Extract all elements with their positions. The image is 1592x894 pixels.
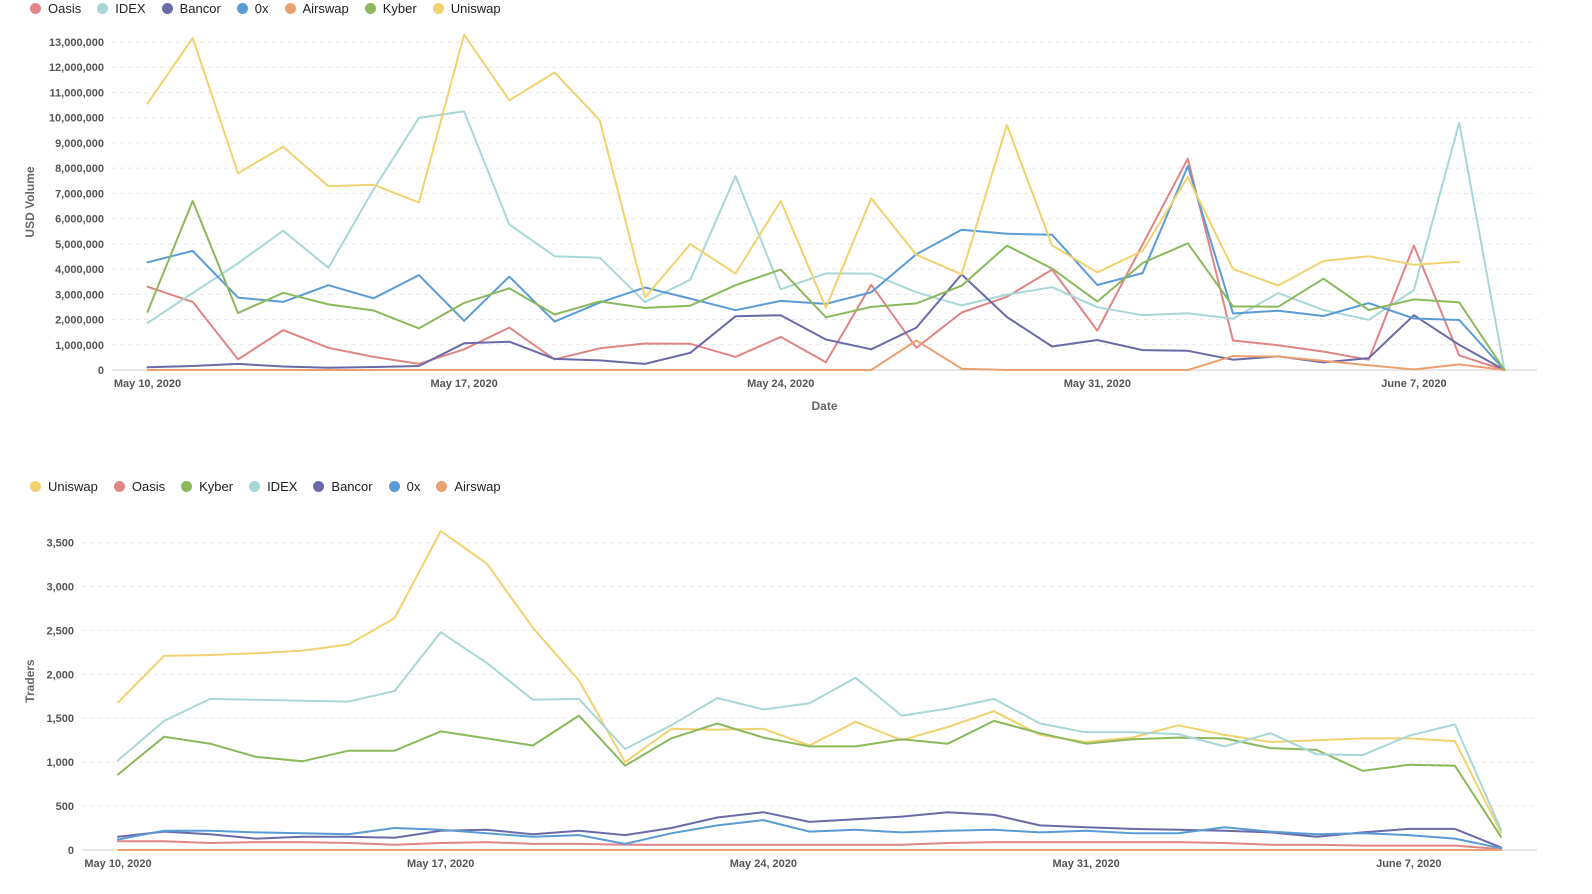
y-tick-label: 500 (56, 801, 74, 813)
legend-label: Bancor (331, 479, 373, 494)
legend-item-idex[interactable]: IDEX (249, 479, 297, 494)
traders-chart: 0 500 1,000 1,500 2,000 2,500 3,000 3,500 May 10… (23, 530, 1537, 870)
legend-label: IDEX (115, 1, 146, 16)
legend-swatch (313, 481, 325, 492)
legend-swatch (97, 3, 109, 14)
x-tick-label: June 7, 2020 (1376, 858, 1441, 870)
series-line-uniswap[interactable] (146, 33, 1461, 309)
x-tick-label: May 10, 2020 (84, 858, 151, 870)
legend-item-kyber[interactable]: Kyber (181, 479, 233, 494)
legend-item-oasis[interactable]: Oasis (113, 479, 166, 494)
legend-item-0x[interactable]: 0x (388, 479, 421, 494)
legend-label: Oasis (131, 479, 166, 494)
legend-swatch (181, 481, 193, 492)
legend-swatch (284, 3, 296, 14)
y-tick-label: 1,000 (46, 757, 74, 769)
legend-swatch (436, 481, 448, 492)
legend-swatch (113, 481, 125, 492)
y-tick-label: 6,000,000 (55, 214, 104, 226)
legend-item-oasis[interactable]: Oasis (30, 1, 81, 16)
series-line-idex[interactable] (117, 631, 1502, 831)
y-tick-label: 2,000 (46, 669, 74, 681)
legend-label: IDEX (267, 479, 298, 494)
series-line-0x[interactable] (146, 165, 1506, 371)
y-tick-label: 2,500 (46, 625, 74, 637)
legend-item-0x[interactable]: 0x (236, 1, 269, 16)
legend-swatch (432, 3, 444, 14)
legend-item-bancor[interactable]: Bancor (161, 1, 221, 16)
legend-item-uniswap[interactable]: Uniswap (432, 1, 501, 16)
x-tick-label: May 17, 2020 (430, 378, 497, 390)
y-axis-title: Traders (23, 659, 37, 703)
x-tick-label: May 17, 2020 (407, 858, 474, 870)
y-tick-label: 13,000,000 (49, 37, 104, 49)
legend-item-idex[interactable]: IDEX (97, 1, 146, 16)
y-tick-label: 7,000,000 (55, 188, 104, 200)
legend-item-kyber[interactable]: Kyber (364, 1, 417, 16)
legend-label: Airswap (302, 1, 349, 16)
legend-label: 0x (406, 479, 421, 494)
y-axis-title: USD Volume (23, 166, 37, 237)
x-tick-label: May 24, 2020 (747, 378, 814, 390)
legend-item-airswap[interactable]: Airswap (284, 1, 349, 16)
y-tick-label: 3,000,000 (55, 289, 104, 301)
legend-label: Uniswap (48, 479, 98, 494)
legend-label: Airswap (454, 479, 501, 494)
y-tick-label: 12,000,000 (49, 62, 104, 74)
x-axis-title: Date (811, 399, 837, 413)
y-tick-label: 5,000,000 (55, 239, 104, 251)
legend-label: Oasis (48, 1, 82, 16)
x-tick-label: May 10, 2020 (114, 378, 181, 390)
y-tick-label: 11,000,000 (50, 87, 104, 99)
x-tick-label: May 31, 2020 (1052, 858, 1119, 870)
legend-swatch (30, 3, 41, 14)
legend-swatch (161, 3, 173, 14)
legend-label: Kyber (382, 1, 417, 16)
x-tick-label: June 7, 2020 (1381, 378, 1446, 390)
legend-label: Bancor (179, 1, 221, 16)
y-tick-label: 3,500 (46, 538, 74, 550)
legend-label: Uniswap (450, 1, 501, 16)
y-tick-label: 0 (98, 365, 104, 377)
traders-chart-panel: Uniswap Oasis Kyber IDEX Bancor 0x Airswap 0 50… (0, 470, 1592, 894)
y-tick-label: 1,500 (46, 713, 74, 725)
y-tick-label: 2,000,000 (55, 315, 104, 327)
x-tick-label: May 24, 2020 (730, 858, 797, 870)
legend-item-bancor[interactable]: Bancor (313, 479, 373, 494)
series-line-uniswap[interactable] (117, 530, 1502, 834)
legend-item-uniswap[interactable]: Uniswap (30, 479, 98, 494)
series-line-idex[interactable] (146, 110, 1506, 371)
traders-legend: Uniswap Oasis Kyber IDEX Bancor 0x Airswap (30, 479, 501, 494)
y-tick-label: 4,000,000 (55, 264, 104, 276)
y-tick-label: 1,000,000 (55, 340, 104, 352)
y-tick-label: 3,000 (46, 581, 74, 593)
y-tick-label: 0 (68, 845, 74, 857)
volume-legend: Oasis IDEX Bancor 0x Airswap Kyber Uniswap (30, 1, 501, 16)
series-line-airswap[interactable] (146, 339, 1506, 371)
y-tick-label: 10,000,000 (49, 113, 104, 125)
series-line-bancor[interactable] (146, 273, 1506, 371)
x-tick-label: May 31, 2020 (1064, 378, 1131, 390)
series-line-kyber[interactable] (146, 200, 1506, 371)
series-line-kyber[interactable] (117, 714, 1502, 838)
legend-label: Kyber (199, 479, 234, 494)
series-line-oasis[interactable] (117, 840, 1502, 851)
legend-item-airswap[interactable]: Airswap (436, 479, 501, 494)
y-tick-label: 9,000,000 (55, 138, 104, 150)
legend-swatch (249, 481, 261, 492)
series-line-0x[interactable] (117, 819, 1502, 850)
legend-swatch (236, 3, 248, 14)
legend-swatch (30, 481, 41, 492)
legend-label: 0x (254, 1, 269, 16)
y-tick-label: 8,000,000 (55, 163, 104, 175)
volume-chart: 0 1,000,000 2,000,000 3,000,000 4,000,000 5,0… (23, 33, 1537, 413)
legend-swatch (364, 3, 376, 14)
volume-chart-panel: Oasis IDEX Bancor 0x Airswap Kyber Uniswap 0 1,… (0, 0, 1592, 430)
legend-swatch (388, 481, 400, 492)
series-line-oasis[interactable] (146, 157, 1506, 371)
